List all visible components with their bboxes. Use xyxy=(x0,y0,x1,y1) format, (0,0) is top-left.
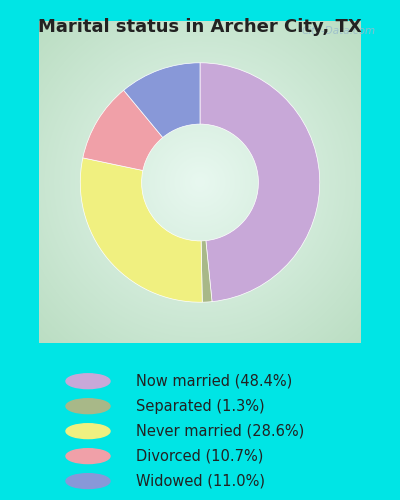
Wedge shape xyxy=(80,158,202,302)
Text: Separated (1.3%): Separated (1.3%) xyxy=(136,398,265,413)
Text: Widowed (11.0%): Widowed (11.0%) xyxy=(136,474,265,488)
Circle shape xyxy=(66,474,110,488)
Text: Now married (48.4%): Now married (48.4%) xyxy=(136,374,292,388)
Text: Divorced (10.7%): Divorced (10.7%) xyxy=(136,448,263,464)
Text: Never married (28.6%): Never married (28.6%) xyxy=(136,424,304,438)
Circle shape xyxy=(66,448,110,464)
Text: City-Data.com: City-Data.com xyxy=(301,26,375,36)
Text: Marital status in Archer City, TX: Marital status in Archer City, TX xyxy=(38,18,362,36)
Wedge shape xyxy=(83,90,163,170)
Circle shape xyxy=(66,374,110,388)
Circle shape xyxy=(66,399,110,413)
Wedge shape xyxy=(124,63,200,138)
Wedge shape xyxy=(201,240,212,302)
Circle shape xyxy=(66,424,110,438)
Wedge shape xyxy=(200,63,320,302)
